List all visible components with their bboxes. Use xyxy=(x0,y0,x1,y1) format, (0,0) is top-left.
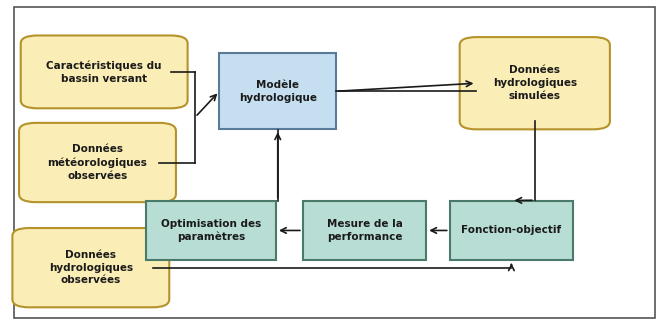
Text: Mesure de la
performance: Mesure de la performance xyxy=(326,219,403,242)
FancyBboxPatch shape xyxy=(19,123,176,202)
FancyBboxPatch shape xyxy=(460,37,610,129)
FancyBboxPatch shape xyxy=(303,201,426,260)
FancyBboxPatch shape xyxy=(13,228,169,307)
FancyBboxPatch shape xyxy=(450,201,573,260)
Text: Caractéristiques du
bassin versant: Caractéristiques du bassin versant xyxy=(46,60,162,84)
FancyBboxPatch shape xyxy=(219,53,336,129)
Text: Données
hydrologiques
simulées: Données hydrologiques simulées xyxy=(493,65,577,101)
Text: Données
hydrologiques
observées: Données hydrologiques observées xyxy=(49,250,133,285)
FancyBboxPatch shape xyxy=(14,7,655,318)
Text: Fonction-objectif: Fonction-objectif xyxy=(462,226,561,235)
FancyBboxPatch shape xyxy=(146,201,276,260)
Text: Optimisation des
paramètres: Optimisation des paramètres xyxy=(161,219,261,242)
Text: Données
météorologiques
observées: Données météorologiques observées xyxy=(47,144,147,181)
Text: Modèle
hydrologique: Modèle hydrologique xyxy=(239,80,316,103)
FancyBboxPatch shape xyxy=(21,35,187,108)
